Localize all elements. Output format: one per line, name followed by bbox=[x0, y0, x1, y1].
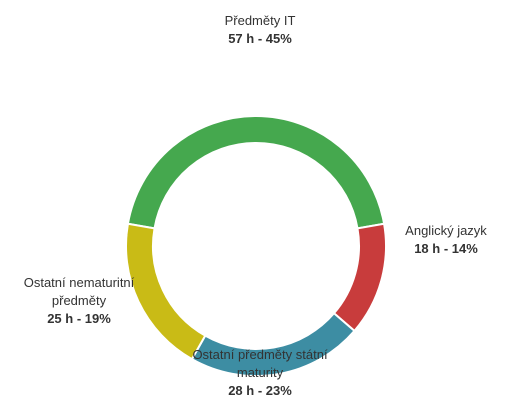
slice-label-ostatni-nematuritni-predmety: Ostatní nematuritní předměty 25 h - 19% bbox=[10, 274, 148, 328]
slice-name: Anglický jazyk bbox=[405, 223, 487, 238]
slice-value: 57 h - 45% bbox=[228, 31, 292, 46]
slice-value: 28 h - 23% bbox=[228, 383, 292, 398]
slice-name: Ostatní předměty státní maturity bbox=[192, 347, 328, 380]
slice-label-anglicky-jazyk: Anglický jazyk 18 h - 14% bbox=[386, 222, 506, 258]
donut-slice-3 bbox=[125, 222, 207, 361]
slice-name: Předměty IT bbox=[224, 13, 296, 28]
slice-label-ostatni-predmety-statni-maturity: Ostatní předměty státní maturity 28 h - … bbox=[190, 346, 330, 400]
slice-label-predmety-it: Předměty IT 57 h - 45% bbox=[180, 12, 340, 48]
donut-slice-1 bbox=[332, 222, 387, 333]
slice-value: 25 h - 19% bbox=[47, 311, 111, 326]
donut-slice-0 bbox=[126, 115, 386, 230]
slice-value: 18 h - 14% bbox=[414, 241, 478, 256]
slice-name: Ostatní nematuritní předměty bbox=[23, 275, 135, 308]
